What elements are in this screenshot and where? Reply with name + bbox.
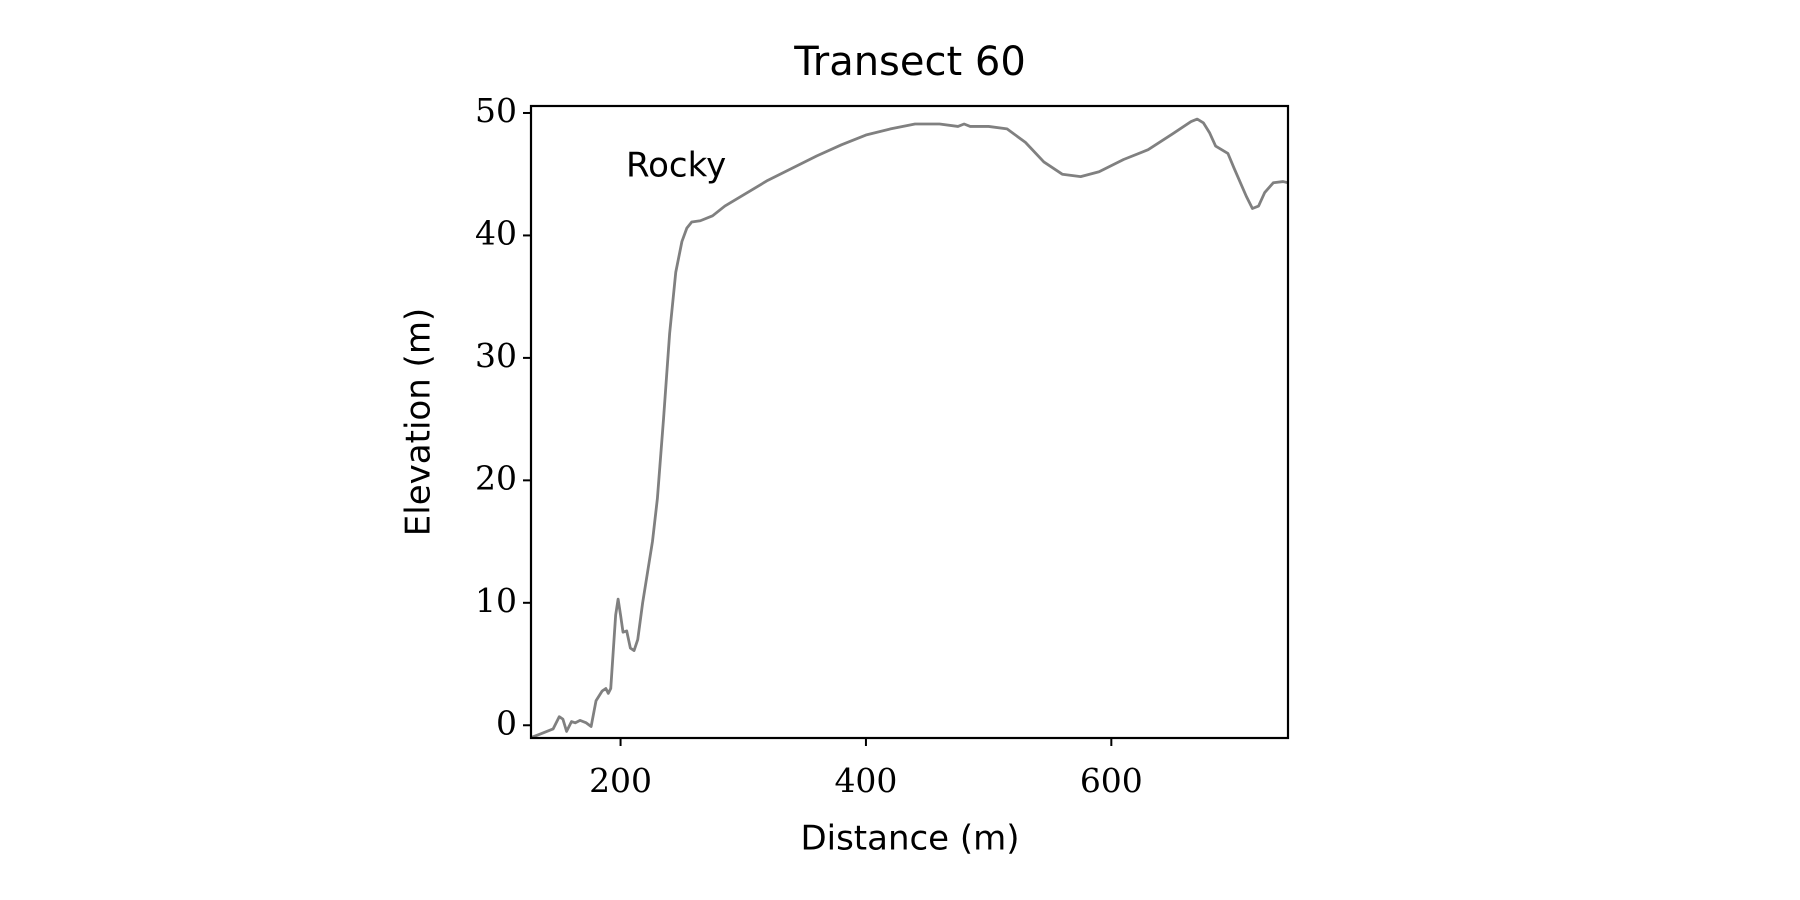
annotation: Rocky [626, 146, 726, 186]
x-axis-label: Distance (m) [800, 819, 1019, 859]
y-tick-label: 50 [475, 91, 517, 130]
y-tick-label: 10 [475, 581, 517, 620]
y-tick-label: 40 [475, 213, 517, 252]
y-tick-label: 20 [475, 458, 517, 497]
y-tick-label: 30 [475, 336, 517, 375]
x-tick-label: 200 [589, 761, 652, 800]
chart-title: Transect 60 [793, 39, 1026, 85]
x-tick-label: 400 [834, 761, 897, 800]
elevation-line [530, 117, 1289, 739]
y-axis-label: Elevation (m) [399, 308, 439, 536]
y-tick-label: 0 [496, 703, 517, 742]
plot-frame [529, 104, 1290, 740]
x-tick-label: 600 [1080, 761, 1143, 800]
